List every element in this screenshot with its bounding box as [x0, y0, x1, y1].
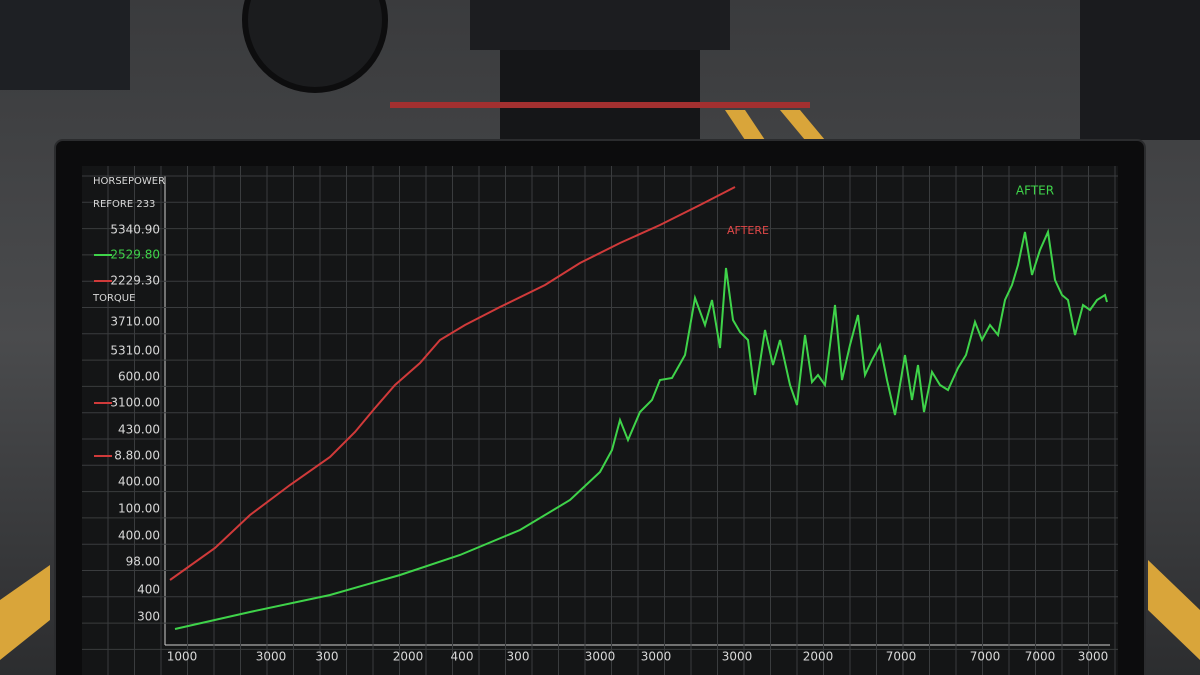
- cabinet-left: [0, 0, 130, 90]
- y-label: 400.00: [118, 475, 160, 489]
- y-label: REFORE 233: [93, 199, 155, 210]
- y-label: 2229.30: [110, 274, 160, 288]
- red-stripe: [390, 102, 810, 108]
- y-label: 400: [137, 583, 160, 597]
- x-label: 7000: [886, 650, 917, 664]
- x-label: 2000: [803, 650, 834, 664]
- x-label: 300: [507, 650, 530, 664]
- yellow-stripe: [780, 110, 825, 140]
- x-label: 300: [316, 650, 339, 664]
- yellow-stripe: [0, 565, 50, 660]
- annotation-green: AFTER: [1016, 184, 1054, 198]
- x-label: 3000: [722, 650, 753, 664]
- y-label: 3710.00: [110, 315, 160, 329]
- y-label: 400.00: [118, 529, 160, 543]
- fan: [242, 0, 388, 93]
- x-label: 3000: [641, 650, 672, 664]
- screen: [82, 166, 1118, 675]
- x-label: 7000: [1025, 650, 1056, 664]
- y-label: TORQUE: [92, 293, 135, 304]
- y-label: 98.00: [126, 555, 160, 569]
- after-curve: [174, 228, 1108, 630]
- y-label: 5340.90: [110, 223, 160, 237]
- grid: [82, 166, 1118, 675]
- y-label: HORSEPOWER: [93, 176, 165, 187]
- x-label: 7000: [970, 650, 1001, 664]
- before-curve: [169, 186, 736, 581]
- x-label: 2000: [393, 650, 424, 664]
- x-label: 3000: [585, 650, 616, 664]
- yellow-stripe: [1148, 560, 1200, 660]
- x-label: 3000: [256, 650, 287, 664]
- annotation-red: AFTERE: [727, 224, 769, 237]
- y-label: 5310.00: [110, 344, 160, 358]
- x-label: 400: [451, 650, 474, 664]
- y-label: 430.00: [118, 423, 160, 437]
- y-label: 3100.00: [110, 396, 160, 410]
- x-label: 1000: [167, 650, 198, 664]
- cabinet-right: [1080, 0, 1200, 140]
- x-label: 3000: [1078, 650, 1109, 664]
- y-label: 300: [137, 610, 160, 624]
- yellow-stripe: [725, 110, 765, 140]
- dyno-rig: [500, 50, 700, 140]
- y-label: 8.80.00: [114, 449, 160, 463]
- y-label: 2529.80: [110, 248, 160, 262]
- y-label: 600.00: [118, 370, 160, 384]
- car: [470, 0, 730, 50]
- y-label: 100.00: [118, 502, 160, 516]
